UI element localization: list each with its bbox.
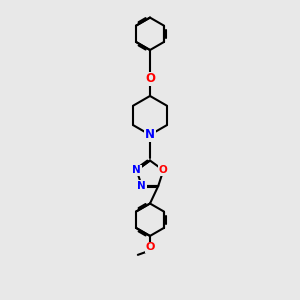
Text: O: O <box>145 72 155 86</box>
Text: O: O <box>145 242 155 252</box>
Text: N: N <box>145 128 155 141</box>
Text: O: O <box>159 165 168 175</box>
Text: N: N <box>137 181 146 191</box>
Text: N: N <box>132 165 141 175</box>
